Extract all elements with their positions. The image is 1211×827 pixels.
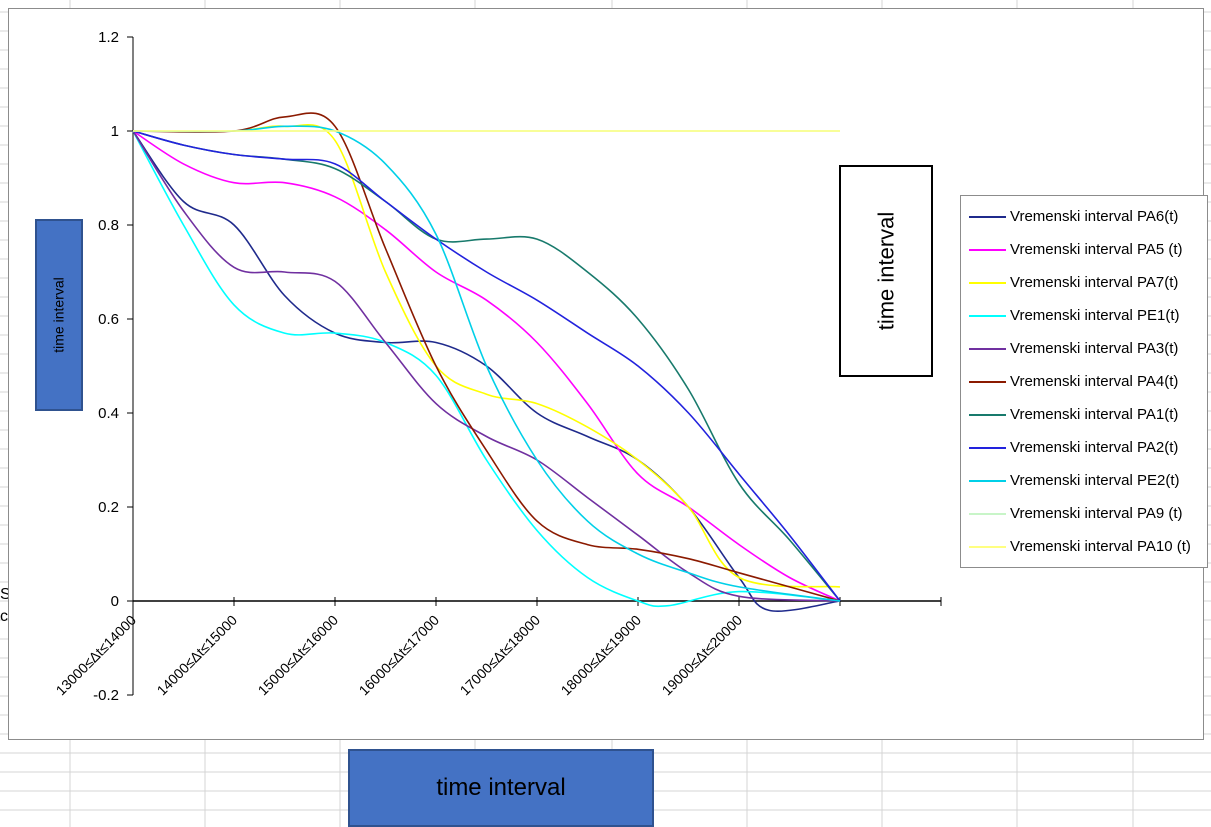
series-line [132, 125, 841, 602]
series-line [132, 112, 841, 602]
x-tick-label: 18000≤Δt≤19000 [558, 612, 645, 699]
legend-item: Vremenski interval PA9 (t) [961, 497, 1207, 530]
series-line [132, 124, 841, 588]
legend-label: Vremenski interval PE2(t) [1010, 472, 1180, 489]
x-axis-title-box[interactable]: time interval [348, 749, 654, 827]
legend-label: Vremenski interval PE1(t) [1010, 307, 1180, 324]
legend-swatch [969, 314, 1006, 317]
legend-swatch [969, 347, 1006, 350]
x-tick-label: 17000≤Δt≤18000 [457, 612, 544, 699]
legend-item: Vremenski interval PA10 (t) [961, 530, 1207, 563]
legend-item: Vremenski interval PA1(t) [961, 398, 1207, 431]
y-tick-label: -0.2 [93, 687, 119, 704]
legend-item: Vremenski interval PA5 (t) [961, 233, 1207, 266]
legend-item: Vremenski interval PA4(t) [961, 365, 1207, 398]
y-tick-label: 1.2 [98, 29, 119, 46]
x-axis-title: time interval [436, 774, 566, 801]
series-line [132, 130, 841, 602]
legend-item: Vremenski interval PA3(t) [961, 332, 1207, 365]
x-tick-label: 15000≤Δt≤16000 [255, 612, 342, 699]
side-title: time interval [873, 211, 898, 331]
legend-label: Vremenski interval PA1(t) [1010, 406, 1179, 423]
x-tick-label: 16000≤Δt≤17000 [356, 612, 443, 699]
series-line [132, 130, 841, 608]
legend-label: Vremenski interval PA4(t) [1010, 373, 1179, 390]
y-tick-label: 1 [111, 123, 119, 140]
legend-item: Vremenski interval PA7(t) [961, 266, 1207, 299]
legend-swatch [969, 281, 1006, 284]
cell-text-fragment: S [0, 586, 11, 603]
chart-area[interactable]: 1.2 1 0.8 0.6 0.4 0.2 0 -0.2 13000≤Δt≤14000 14000… [8, 8, 1208, 740]
legend-item: Vremenski interval PA2(t) [961, 431, 1207, 464]
legend-swatch [969, 479, 1006, 482]
legend-swatch [969, 248, 1006, 251]
x-tick-label: 14000≤Δt≤15000 [154, 612, 241, 699]
y-tick-label: 0.4 [98, 405, 119, 422]
series-line [132, 130, 841, 612]
series-line [132, 130, 841, 602]
legend-label: Vremenski interval PA3(t) [1010, 340, 1179, 357]
y-axis-title: time interval [51, 277, 67, 353]
y-tick-label: 0 [111, 593, 119, 610]
side-title-box[interactable]: time interval [839, 165, 933, 377]
legend-label: Vremenski interval PA10 (t) [1010, 538, 1191, 555]
legend-swatch [969, 215, 1006, 218]
y-tick-label: 0.8 [98, 217, 119, 234]
x-tick-label: 19000≤Δt≤20000 [659, 612, 746, 699]
legend-item: Vremenski interval PE1(t) [961, 299, 1207, 332]
legend-label: Vremenski interval PA7(t) [1010, 274, 1179, 291]
legend-label: Vremenski interval PA2(t) [1010, 439, 1179, 456]
legend-label: Vremenski interval PA6(t) [1010, 208, 1179, 225]
legend-item: Vremenski interval PA6(t) [961, 200, 1207, 233]
legend-label: Vremenski interval PA5 (t) [1010, 241, 1183, 258]
cell-text-fragment: c [0, 608, 8, 625]
legend-swatch [969, 413, 1006, 416]
legend-item: Vremenski interval PE2(t) [961, 464, 1207, 497]
legend-swatch [969, 446, 1006, 449]
cell-text-fragments: S c [0, 584, 11, 628]
legend-swatch [969, 545, 1006, 548]
legend-label: Vremenski interval PA9 (t) [1010, 505, 1183, 522]
legend-swatch [969, 512, 1006, 515]
legend-swatch [969, 380, 1006, 383]
x-tick-label: 13000≤Δt≤14000 [53, 612, 140, 699]
y-tick-label: 0.6 [98, 311, 119, 328]
y-tick-label: 0.2 [98, 499, 119, 516]
chart-legend[interactable]: Vremenski interval PA6(t) Vremenski inter… [960, 195, 1208, 568]
y-axis-title-box[interactable]: time interval [35, 219, 83, 411]
